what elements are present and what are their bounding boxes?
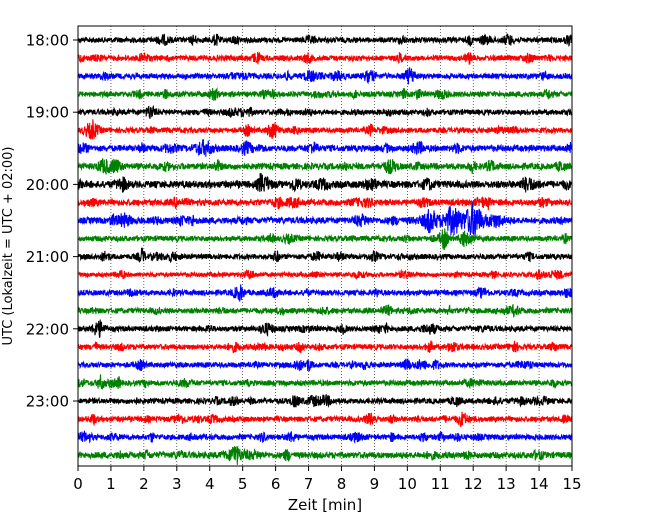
trace-row-1900 <box>77 104 573 119</box>
trace-row-2015 <box>77 196 573 211</box>
y-tick-label-21:00: 21:00 <box>26 248 69 266</box>
trace-row-2245 <box>77 374 573 390</box>
x-tick-label-12: 12 <box>464 475 483 493</box>
trace-row-2200 <box>77 319 573 338</box>
trace-row-2145 <box>77 304 573 318</box>
x-tick-label-4: 4 <box>205 475 215 493</box>
trace-row-2315 <box>77 411 573 427</box>
y-axis: 18:00 19:00 20:00 21:00 22:00 23:00 <box>26 32 78 411</box>
trace-row-2115 <box>77 268 573 281</box>
trace-row-2330 <box>77 430 573 445</box>
trace-row-1945 <box>77 158 573 175</box>
trace-row-2030 <box>77 202 573 236</box>
y-tick-label-18:00: 18:00 <box>26 32 69 50</box>
x-tick-label-0: 0 <box>73 475 83 493</box>
trace-row-2045 <box>77 228 573 251</box>
x-tick-label-6: 6 <box>271 475 281 493</box>
x-tick-label-8: 8 <box>337 475 347 493</box>
plot-frame <box>77 25 573 467</box>
x-tick-label-7: 7 <box>304 475 314 493</box>
y-tick-label-19:00: 19:00 <box>26 104 69 122</box>
x-tick-label-1: 1 <box>106 475 116 493</box>
x-axis-label: Zeit [min] <box>288 496 362 514</box>
x-tick-label-9: 9 <box>370 475 380 493</box>
y-axis-label: UTC (Lokalzeit = UTC + 02:00) <box>1 147 16 346</box>
trace-row-2300 <box>77 393 573 409</box>
y-tick-label-23:00: 23:00 <box>26 393 69 411</box>
trace-row-1915 <box>77 119 573 140</box>
trace-row-2100 <box>77 247 573 264</box>
trace-row-2230 <box>77 357 573 372</box>
trace-row-1815 <box>77 51 573 65</box>
x-tick-label-10: 10 <box>398 475 417 493</box>
grid <box>110 26 540 466</box>
x-tick-label-11: 11 <box>431 475 450 493</box>
trace-row-1800 <box>77 33 573 48</box>
trace-row-1845 <box>77 86 573 101</box>
trace-row-2000 <box>77 173 573 193</box>
y-tick-label-20:00: 20:00 <box>26 176 69 194</box>
x-tick-label-3: 3 <box>172 475 182 493</box>
trace-row-1830 <box>77 67 573 85</box>
traces <box>77 33 573 465</box>
trace-row-2345 <box>77 445 573 465</box>
x-tick-label-2: 2 <box>139 475 149 493</box>
x-tick-label-13: 13 <box>497 475 516 493</box>
trace-row-1930 <box>77 139 573 157</box>
trace-row-2130 <box>77 284 573 302</box>
x-tick-label-15: 15 <box>562 475 581 493</box>
trace-row-2215 <box>77 340 573 354</box>
y-tick-label-22:00: 22:00 <box>26 320 69 338</box>
x-tick-label-14: 14 <box>530 475 549 493</box>
x-axis: 0 1 2 3 4 5 6 7 8 9 10 11 12 13 14 15 <box>73 466 582 493</box>
x-tick-label-5: 5 <box>238 475 248 493</box>
